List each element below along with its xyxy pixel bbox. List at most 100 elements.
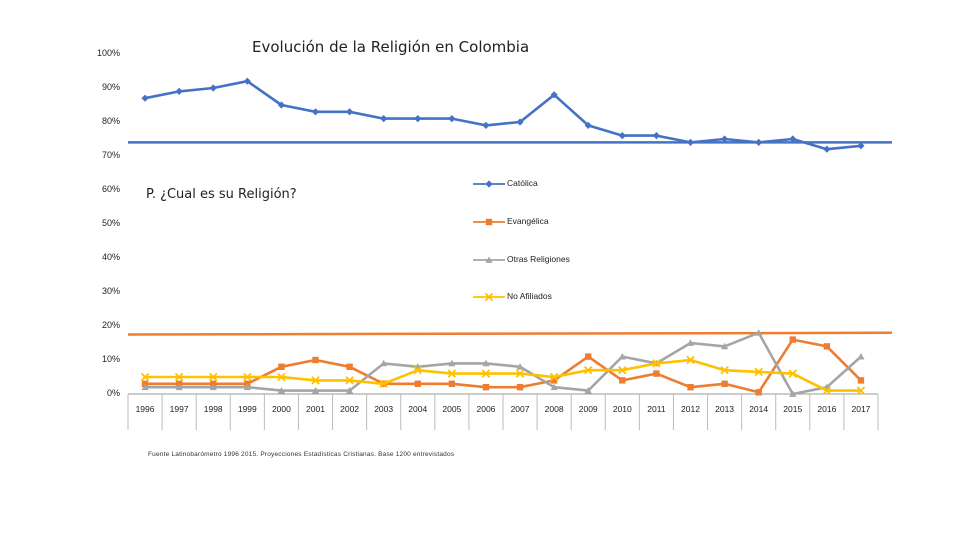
- data-point-stroke: [549, 372, 559, 382]
- series-line: [145, 331, 862, 396]
- data-point: [721, 380, 728, 387]
- question-label: P. ¿Cual es su Religión?: [146, 187, 297, 202]
- data-point-stroke: [652, 359, 661, 368]
- data-point: [345, 376, 354, 385]
- data-point: [619, 377, 626, 384]
- x-tick-label: 2000: [271, 404, 291, 414]
- data-point: [414, 380, 421, 387]
- data-point: [485, 256, 493, 263]
- data-point: [857, 142, 865, 150]
- data-point: [754, 367, 763, 377]
- data-point: [550, 377, 558, 384]
- y-tick-label: 50%: [101, 218, 120, 228]
- data-point-stroke: [140, 372, 150, 382]
- data-point: [141, 383, 149, 391]
- y-tick-label: 60%: [101, 184, 120, 194]
- data-point: [550, 91, 558, 99]
- data-point: [277, 387, 286, 394]
- data-point: [141, 94, 149, 102]
- data-point: [208, 372, 218, 382]
- data-point: [652, 359, 661, 368]
- data-point: [380, 359, 388, 367]
- data-point: [789, 336, 796, 343]
- data-point: [857, 377, 865, 384]
- data-point-stroke: [515, 369, 525, 378]
- data-point: [482, 121, 490, 129]
- data-point: [140, 372, 150, 382]
- data-point: [379, 379, 388, 389]
- data-point: [484, 292, 494, 302]
- x-tick-label: 2014: [749, 404, 769, 414]
- data-point: [789, 135, 797, 143]
- data-point: [243, 383, 251, 391]
- data-point: [550, 383, 558, 391]
- data-point: [277, 101, 286, 109]
- x-tick-label: 2009: [578, 404, 598, 414]
- data-point: [516, 384, 524, 391]
- data-point: [278, 363, 285, 370]
- data-point: [720, 135, 729, 143]
- data-point: [380, 115, 388, 123]
- y-tick-label: 20%: [101, 320, 120, 330]
- y-tick-label: 30%: [101, 286, 120, 296]
- y-tick-label: 0%: [106, 388, 120, 398]
- data-point: [755, 329, 763, 336]
- y-tick-label: 70%: [101, 150, 120, 160]
- legend-label: Evangélica: [507, 216, 549, 226]
- x-tick-label: 2011: [647, 404, 666, 414]
- x-tick-label: 2003: [374, 404, 394, 414]
- x-tick-label: 2001: [306, 404, 325, 414]
- series-triangle: [141, 329, 865, 397]
- data-point: [175, 87, 183, 95]
- legend-label: Otras Religiones: [507, 254, 570, 264]
- data-point: [174, 372, 184, 382]
- data-point: [485, 180, 493, 188]
- data-point: [243, 372, 252, 382]
- series-diamond: [141, 77, 865, 153]
- y-tick-label: 90%: [101, 82, 120, 92]
- data-point: [618, 365, 627, 375]
- data-point: [856, 386, 866, 395]
- legend-item: [473, 292, 505, 302]
- data-point-stroke: [754, 367, 763, 377]
- x-tick-label: 1997: [169, 404, 189, 414]
- legend-item: [473, 180, 505, 188]
- x-tick-label: 2005: [442, 404, 462, 414]
- data-point: [345, 108, 354, 116]
- legend-label: No Afiliados: [507, 291, 552, 301]
- data-point-stroke: [311, 376, 320, 385]
- x-tick-label: 2004: [408, 404, 428, 414]
- x-tick-label: 2010: [612, 404, 632, 414]
- data-point-stroke: [618, 365, 627, 375]
- data-point: [686, 339, 695, 346]
- data-point: [243, 77, 251, 85]
- data-point: [516, 118, 524, 126]
- x-tick-label: 2006: [476, 404, 496, 414]
- series-x: [140, 355, 866, 395]
- reference-lines: [127, 141, 893, 336]
- data-point-stroke: [379, 379, 388, 389]
- chart-title: Evolución de la Religión en Colombia: [252, 38, 530, 56]
- x-tick-label: 1996: [135, 404, 155, 414]
- data-point: [549, 372, 559, 382]
- data-point-stroke: [583, 365, 593, 375]
- series-line: [145, 358, 861, 392]
- x-tick-label: 2013: [715, 404, 735, 414]
- series-line: [144, 79, 862, 151]
- data-point: [516, 363, 524, 370]
- reference-line: [127, 331, 893, 336]
- data-point: [481, 369, 491, 378]
- data-point: [482, 384, 490, 391]
- data-point: [312, 356, 319, 364]
- data-point: [857, 353, 865, 360]
- data-point: [448, 115, 456, 123]
- data-point: [311, 376, 320, 385]
- data-point: [584, 387, 592, 394]
- data-point: [720, 342, 729, 350]
- x-tick-label: 1999: [237, 404, 257, 414]
- data-point-stroke: [720, 365, 729, 375]
- data-point: [720, 365, 729, 375]
- x-tick-label: 2017: [851, 404, 871, 414]
- data-point: [414, 115, 422, 123]
- data-point: [653, 370, 660, 377]
